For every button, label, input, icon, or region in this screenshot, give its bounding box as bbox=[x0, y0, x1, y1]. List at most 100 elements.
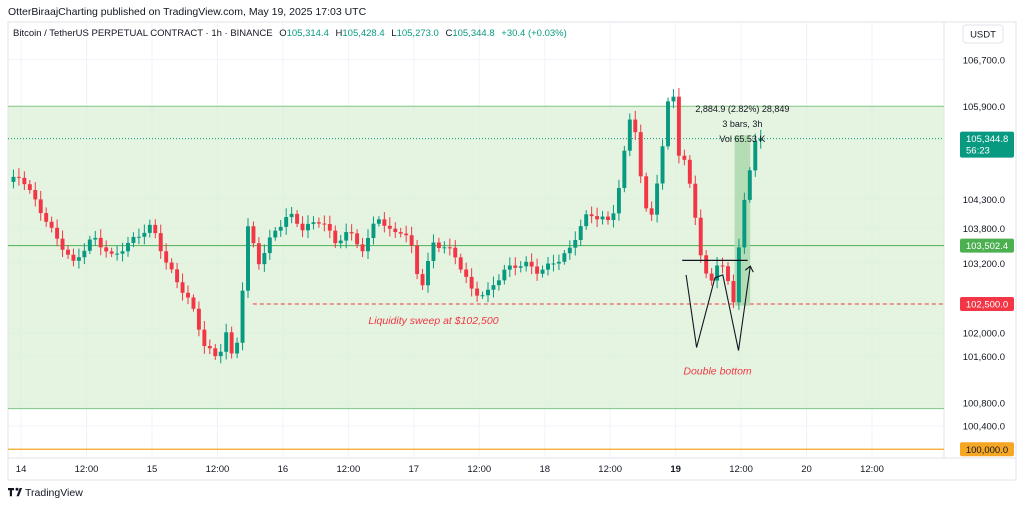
candle-body[interactable] bbox=[655, 183, 660, 215]
candle[interactable] bbox=[584, 210, 589, 230]
candle-body[interactable] bbox=[638, 132, 643, 177]
candle-body[interactable] bbox=[93, 237, 98, 240]
candle-body[interactable] bbox=[186, 292, 190, 298]
candle-body[interactable] bbox=[524, 261, 529, 267]
candle[interactable] bbox=[502, 264, 507, 285]
candle-body[interactable] bbox=[87, 239, 92, 251]
candle-body[interactable] bbox=[736, 247, 741, 303]
candle-body[interactable] bbox=[169, 262, 174, 270]
candle-body[interactable] bbox=[311, 222, 316, 224]
candle[interactable] bbox=[589, 206, 594, 224]
candle[interactable] bbox=[136, 228, 141, 245]
candle-body[interactable] bbox=[480, 295, 485, 297]
candle-body[interactable] bbox=[355, 233, 360, 245]
candle-body[interactable] bbox=[671, 96, 676, 102]
candle-body[interactable] bbox=[393, 228, 398, 233]
candle-body[interactable] bbox=[458, 257, 463, 270]
candle-body[interactable] bbox=[633, 119, 638, 133]
candle-body[interactable] bbox=[175, 269, 180, 283]
candle-body[interactable] bbox=[44, 213, 49, 222]
candle-body[interactable] bbox=[715, 265, 720, 281]
candle-body[interactable] bbox=[82, 250, 87, 258]
candle[interactable] bbox=[616, 179, 621, 221]
candle-body[interactable] bbox=[595, 216, 600, 220]
candle[interactable] bbox=[491, 276, 496, 298]
candle[interactable] bbox=[327, 215, 332, 239]
candle-body[interactable] bbox=[518, 266, 523, 268]
candle[interactable] bbox=[300, 216, 305, 238]
candles-layer[interactable] bbox=[11, 88, 763, 364]
candle[interactable] bbox=[180, 273, 185, 301]
candle[interactable] bbox=[715, 256, 720, 289]
candle-body[interactable] bbox=[246, 226, 250, 291]
candle[interactable] bbox=[131, 232, 136, 248]
candle[interactable] bbox=[480, 291, 485, 299]
candle[interactable] bbox=[109, 247, 114, 258]
candle[interactable] bbox=[295, 210, 300, 228]
candle-body[interactable] bbox=[387, 225, 392, 229]
candle[interactable] bbox=[442, 241, 447, 254]
candle[interactable] bbox=[398, 227, 403, 238]
last-price-tag[interactable] bbox=[960, 131, 1014, 158]
candle[interactable] bbox=[71, 248, 76, 267]
candle-body[interactable] bbox=[742, 199, 747, 248]
candle-body[interactable] bbox=[453, 247, 458, 258]
candle-body[interactable] bbox=[240, 290, 245, 343]
candle[interactable] bbox=[704, 250, 709, 279]
candle[interactable] bbox=[235, 337, 240, 359]
candle-body[interactable] bbox=[687, 159, 692, 184]
candle[interactable] bbox=[218, 343, 223, 364]
candle[interactable] bbox=[22, 171, 27, 191]
price-tag[interactable] bbox=[960, 296, 1014, 311]
candle-body[interactable] bbox=[486, 289, 490, 296]
candle[interactable] bbox=[344, 223, 349, 249]
candle[interactable] bbox=[562, 250, 567, 265]
candle[interactable] bbox=[420, 268, 425, 290]
candle-body[interactable] bbox=[513, 265, 518, 268]
candle-body[interactable] bbox=[606, 216, 610, 221]
candle[interactable] bbox=[469, 268, 474, 297]
candle[interactable] bbox=[447, 238, 452, 256]
candle[interactable] bbox=[27, 179, 32, 194]
price-axis[interactable]: 106,700.0 105,900.0 104,300.0 103,800.0 103,… bbox=[960, 55, 1014, 457]
candle-body[interactable] bbox=[420, 274, 425, 286]
candle[interactable] bbox=[595, 207, 600, 228]
candle-body[interactable] bbox=[251, 226, 256, 244]
candle[interactable] bbox=[273, 226, 278, 241]
candle[interactable] bbox=[742, 192, 747, 254]
candle-body[interactable] bbox=[360, 244, 365, 252]
candle-body[interactable] bbox=[98, 237, 103, 248]
symbol-legend[interactable]: Bitcoin / TetherUS PERPETUAL CONTRACT · … bbox=[13, 28, 567, 39]
candle[interactable] bbox=[142, 224, 147, 245]
currency-button[interactable] bbox=[962, 24, 1004, 44]
candle-body[interactable] bbox=[649, 208, 654, 215]
candle-body[interactable] bbox=[704, 255, 709, 274]
candle-body[interactable] bbox=[627, 119, 632, 151]
candle-body[interactable] bbox=[120, 251, 125, 254]
candle[interactable] bbox=[736, 238, 741, 311]
candle-body[interactable] bbox=[104, 247, 109, 252]
candle-body[interactable] bbox=[262, 253, 267, 265]
candle-body[interactable] bbox=[469, 276, 474, 289]
candle-body[interactable] bbox=[38, 199, 43, 214]
candle[interactable] bbox=[158, 224, 163, 259]
candle-body[interactable] bbox=[666, 101, 670, 147]
candle[interactable] bbox=[475, 281, 480, 302]
candle[interactable] bbox=[360, 237, 365, 258]
candle-body[interactable] bbox=[11, 176, 16, 182]
candle-body[interactable] bbox=[229, 332, 234, 354]
candle-body[interactable] bbox=[502, 269, 507, 281]
candle-body[interactable] bbox=[207, 346, 212, 349]
candle[interactable] bbox=[16, 168, 21, 186]
candle[interactable] bbox=[573, 231, 578, 256]
candle[interactable] bbox=[496, 274, 501, 291]
candle-body[interactable] bbox=[289, 213, 294, 218]
candle-body[interactable] bbox=[196, 308, 201, 330]
candle[interactable] bbox=[731, 274, 736, 309]
candle-body[interactable] bbox=[535, 266, 540, 274]
candle[interactable] bbox=[524, 256, 529, 272]
candle-body[interactable] bbox=[224, 332, 229, 352]
candle-body[interactable] bbox=[256, 243, 261, 265]
candle-body[interactable] bbox=[191, 297, 196, 309]
candle[interactable] bbox=[284, 208, 289, 235]
